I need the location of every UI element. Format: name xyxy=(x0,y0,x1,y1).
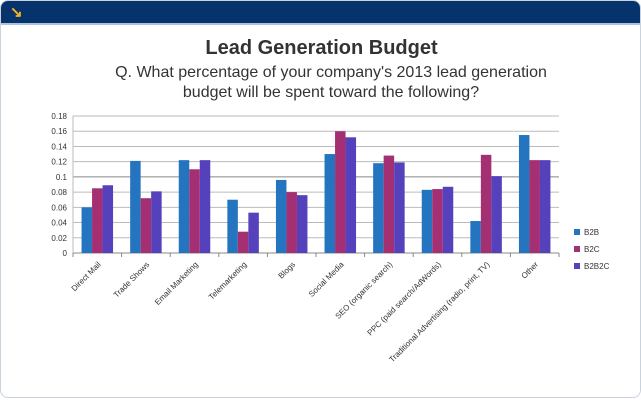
bar-b2b2c xyxy=(491,176,502,253)
legend-label: B2B2C xyxy=(584,262,610,271)
legend-label: B2C xyxy=(584,245,600,254)
legend-swatch xyxy=(574,246,580,252)
bar-b2b xyxy=(470,221,481,253)
bar-b2b2c xyxy=(248,212,259,253)
legend-swatch xyxy=(574,263,580,269)
bar-b2c xyxy=(189,169,200,253)
bar-b2b2c xyxy=(151,191,162,253)
x-tick-label: Direct Mail xyxy=(70,260,103,293)
y-tick-label: 0.08 xyxy=(51,188,67,197)
header-bar: ↘ xyxy=(1,1,640,25)
bar-b2b xyxy=(275,179,287,253)
x-tick-label: Email Marketing xyxy=(153,260,200,307)
bar-b2b xyxy=(178,160,190,253)
bar-b2c xyxy=(335,131,346,253)
bar-b2b xyxy=(324,154,336,253)
legend-label: B2B xyxy=(584,228,599,237)
bar-b2c xyxy=(286,192,297,253)
bar-b2b2c xyxy=(102,185,114,253)
bar-b2c xyxy=(92,188,103,253)
bar-b2b2c xyxy=(345,137,357,253)
y-tick-label: 0.16 xyxy=(51,127,67,136)
bar-b2b xyxy=(421,189,433,253)
bar-b2c xyxy=(432,189,443,253)
bar-b2c xyxy=(529,160,540,253)
y-tick-label: 0 xyxy=(63,249,68,258)
x-tick-label: Trade Shows xyxy=(112,260,151,299)
bar-b2c xyxy=(383,155,395,253)
bar-b2b2c xyxy=(442,186,454,253)
bar-b2c xyxy=(140,198,152,253)
x-tick-label: Other xyxy=(520,260,541,281)
legend-swatch xyxy=(574,229,580,235)
bar-b2b xyxy=(518,135,530,253)
bar-b2b xyxy=(130,160,141,253)
x-tick-label: Telemarketing xyxy=(207,260,249,302)
bar-b2c xyxy=(237,231,249,253)
bar-b2b xyxy=(81,207,93,253)
y-tick-label: 0.02 xyxy=(51,234,67,243)
x-tick-label: Traditional Advertising (radio, print, T… xyxy=(387,260,491,364)
y-tick-label: 0.1 xyxy=(56,173,68,182)
x-tick-label: Social Media xyxy=(307,260,346,299)
chart-subtitle: Q. What percentage of your company's 201… xyxy=(115,64,547,101)
bar-b2b xyxy=(227,199,238,253)
y-tick-label: 0.12 xyxy=(51,158,67,167)
bar-b2b2c xyxy=(199,160,211,253)
chart-title: Lead Generation Budget xyxy=(205,37,438,59)
y-tick-label: 0.18 xyxy=(51,112,67,121)
y-tick-label: 0.04 xyxy=(51,219,67,228)
bar-b2b2c xyxy=(539,160,551,253)
y-tick-label: 0.06 xyxy=(51,203,67,212)
bar-b2c xyxy=(480,154,492,253)
y-tick-label: 0.14 xyxy=(51,142,67,151)
bar-b2b2c xyxy=(394,162,405,253)
x-tick-label: Blogs xyxy=(277,260,298,281)
bar-b2b2c xyxy=(296,195,308,253)
arrow-down-right-icon: ↘ xyxy=(10,4,23,21)
bar-b2b xyxy=(373,163,384,253)
